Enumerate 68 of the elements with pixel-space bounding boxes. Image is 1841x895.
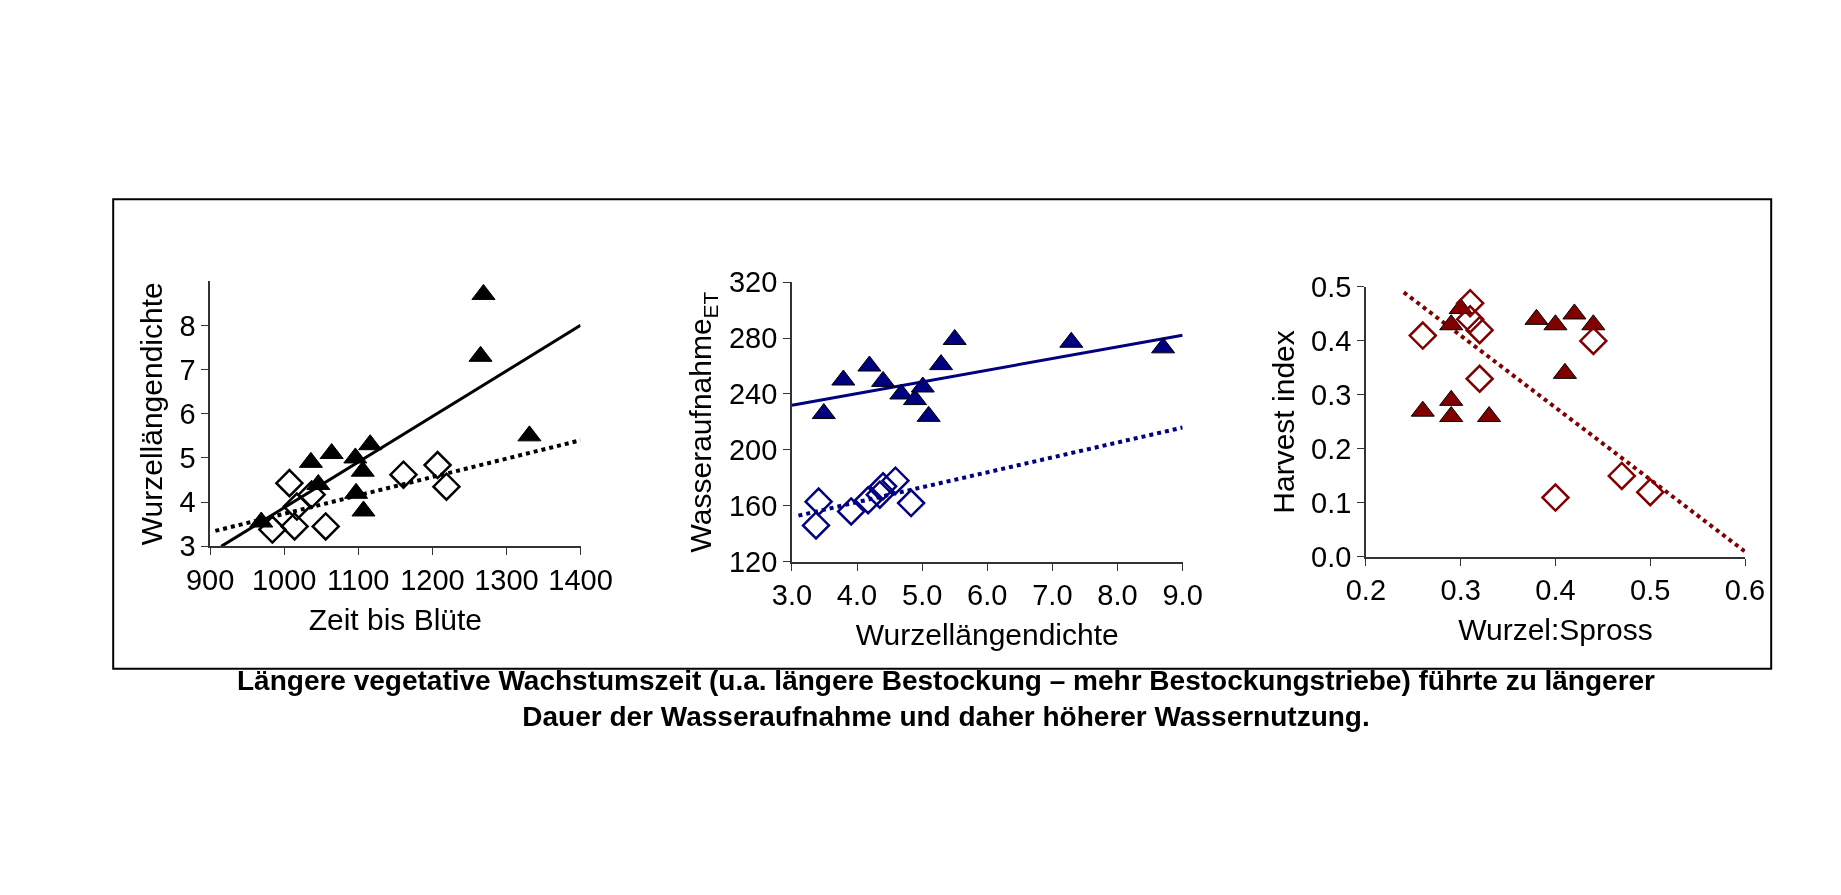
point [1541, 483, 1570, 512]
x-axis-title: Wurzel:Spross [1458, 613, 1653, 647]
x-tick-label: 8.0 [1097, 579, 1138, 612]
y-tick-label: 320 [728, 266, 778, 299]
point [432, 472, 461, 501]
point [1579, 326, 1608, 356]
y-tick-label: 0.2 [1311, 433, 1352, 466]
x-tick-label: 4.0 [836, 579, 878, 612]
x-tick-label: 1200 [400, 563, 465, 596]
x-axis-title: Zeit bis Blüte [308, 602, 483, 636]
point [801, 511, 831, 540]
point [1465, 364, 1494, 393]
point [1607, 461, 1637, 491]
x-tick-label: 6.0 [967, 579, 1008, 612]
point [865, 480, 895, 509]
x-tick-label: 5.0 [901, 579, 943, 612]
y-tick-label: 280 [728, 322, 778, 355]
y-tick-label: 200 [728, 434, 778, 467]
y-axis-title: Wurzellängendichte [134, 282, 168, 546]
point [853, 485, 883, 515]
point [868, 472, 898, 501]
y-tick-label: 160 [728, 489, 778, 522]
x-tick-label: 0.5 [1630, 574, 1671, 607]
y-tick-label: 8 [179, 309, 196, 342]
y-tick-label: 0.3 [1311, 379, 1352, 412]
y-tick-label: 4 [179, 486, 196, 519]
point [297, 480, 326, 509]
x-tick-label: 1400 [548, 563, 613, 596]
x-tick-label: 0.2 [1345, 574, 1387, 607]
x-tick-label: 9.0 [1162, 579, 1203, 612]
point [1408, 321, 1438, 350]
y-tick-label: 7 [179, 353, 196, 386]
point [282, 492, 312, 521]
point [311, 512, 340, 541]
y-tick-label: 5 [179, 442, 196, 475]
point [836, 497, 866, 526]
text: Längere vegetative Wachstumszeit (u.a. längere Bestockung – mehr Bestockungstriebe) führte zu längerer Dauer der Wasseraufnahme und daher höherer Wassernutzung. [237, 665, 1656, 733]
point [881, 466, 910, 495]
point [389, 460, 418, 489]
y-tick-label: 0.1 [1311, 487, 1352, 520]
x-tick-label: 7.0 [1032, 579, 1073, 612]
y-tick-label: 3 [179, 530, 196, 563]
y-axis-title: Harvest index [1266, 330, 1300, 514]
x-tick-label: 0.6 [1724, 574, 1766, 607]
point [258, 515, 287, 544]
y-tick-label: 6 [179, 397, 196, 430]
x-tick-label: 3.0 [771, 579, 813, 612]
point [896, 488, 926, 518]
point [275, 468, 304, 498]
y-tick-label: 0.4 [1311, 325, 1352, 358]
y-tick-label: 240 [728, 378, 778, 411]
point [280, 512, 309, 541]
x-tick-label: 1300 [474, 563, 539, 596]
y-tick-label: 120 [728, 545, 778, 578]
y-tick-label: 0.5 [1311, 271, 1352, 304]
x-tick-label: 1000 [251, 563, 317, 596]
x-tick-label: 0.3 [1440, 574, 1481, 607]
point [804, 487, 833, 516]
y-tick-label: 0.0 [1311, 541, 1352, 574]
point [1455, 288, 1485, 318]
point [1465, 315, 1494, 345]
point [423, 450, 452, 480]
point [1455, 305, 1485, 334]
x-tick-label: 900 [185, 563, 235, 596]
x-axis-title: Wurzellängendichte [855, 618, 1119, 652]
point [1635, 477, 1665, 507]
x-tick-label: 1100 [327, 563, 390, 596]
x-tick-label: 0.4 [1535, 574, 1576, 607]
